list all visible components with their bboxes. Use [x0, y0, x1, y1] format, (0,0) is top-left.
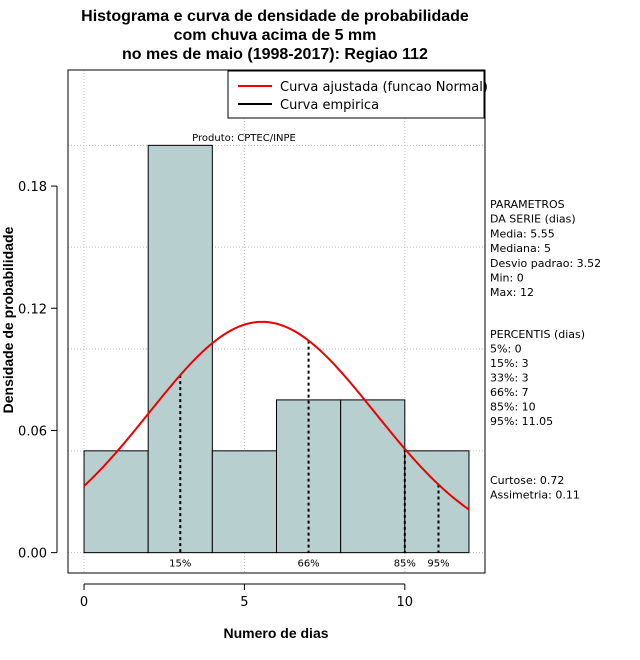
percentile-markers: 15% 66% 85% 95%: [169, 340, 450, 570]
percentile-marker-label: 15%: [169, 559, 191, 570]
y-tick-label: 0.06: [18, 424, 47, 439]
side-panel-line: Min: 0: [490, 272, 524, 285]
x-tick-label: 10: [397, 595, 414, 610]
side-panel-line: Mediana: 5: [490, 242, 551, 255]
legend-label: Curva empirica: [280, 98, 379, 113]
x-tick-label: 5: [240, 595, 248, 610]
chart-title-line: com chuva acima de 5 mm: [174, 27, 377, 44]
legend: Curva ajustada (funcao Normal) Curva empi…: [227, 70, 488, 119]
side-panel-line: PARAMETROS: [490, 198, 565, 211]
side-panel-line: 66%: 7: [490, 386, 529, 399]
product-annotation: Produto: CPTEC/INPE: [192, 133, 296, 144]
side-panel-line: 15%: 3: [490, 357, 529, 370]
y-tick-label: 0.18: [18, 180, 47, 195]
side-panel-line: Max: 12: [490, 286, 534, 299]
side-panel-line: PERCENTIS (dias): [490, 328, 585, 341]
side-panel-line: Desvio padrao: 3.52: [490, 257, 601, 270]
side-panel-line: Assimetria: 0.11: [490, 489, 580, 502]
percentile-marker-label: 85%: [394, 559, 416, 570]
histogram-bar: [340, 399, 406, 554]
normal-curve: [83, 320, 470, 511]
percentile-marker-label: 66%: [297, 559, 319, 570]
side-panel: PARAMETROS DA SERIE (dias) Media: 5.55 Me…: [490, 198, 601, 502]
histogram-bar: [276, 399, 342, 554]
plot-frame: [67, 69, 486, 574]
x-axis-label: Numero de dias: [223, 625, 328, 641]
legend-box: [227, 70, 485, 119]
percentile-marker-label: 95%: [427, 559, 449, 570]
side-panel-line: 33%: 3: [490, 372, 529, 385]
chart-title-line: no mes de maio (1998-2017): Regiao 112: [122, 46, 428, 63]
axes: 0.00 0.06 0.12 0.18 0 5 10: [18, 180, 413, 610]
side-panel-line: Curtose: 0.72: [490, 474, 564, 487]
legend-label: Curva ajustada (funcao Normal): [280, 80, 488, 95]
side-panel-line: 85%: 10: [490, 401, 536, 414]
side-panel-line: 5%: 0: [490, 343, 522, 356]
histogram-bar: [83, 450, 149, 554]
y-axis-label: Densidade de probabilidade: [0, 226, 16, 413]
histogram-bar: [211, 450, 278, 554]
y-tick-label: 0.12: [18, 302, 47, 317]
normal-curve-line: [83, 320, 470, 511]
chart-title: Histograma e curva de densidade de proba…: [81, 8, 469, 63]
side-panel-line: 95%: 11.05: [490, 415, 553, 428]
y-tick-label: 0.00: [18, 547, 47, 562]
histogram-bars: [83, 144, 470, 554]
x-tick-label: 0: [80, 595, 88, 610]
side-panel-line: Media: 5.55: [490, 227, 555, 240]
chart-title-line: Histograma e curva de densidade de proba…: [81, 8, 469, 25]
side-panel-line: DA SERIE (dias): [490, 213, 576, 226]
